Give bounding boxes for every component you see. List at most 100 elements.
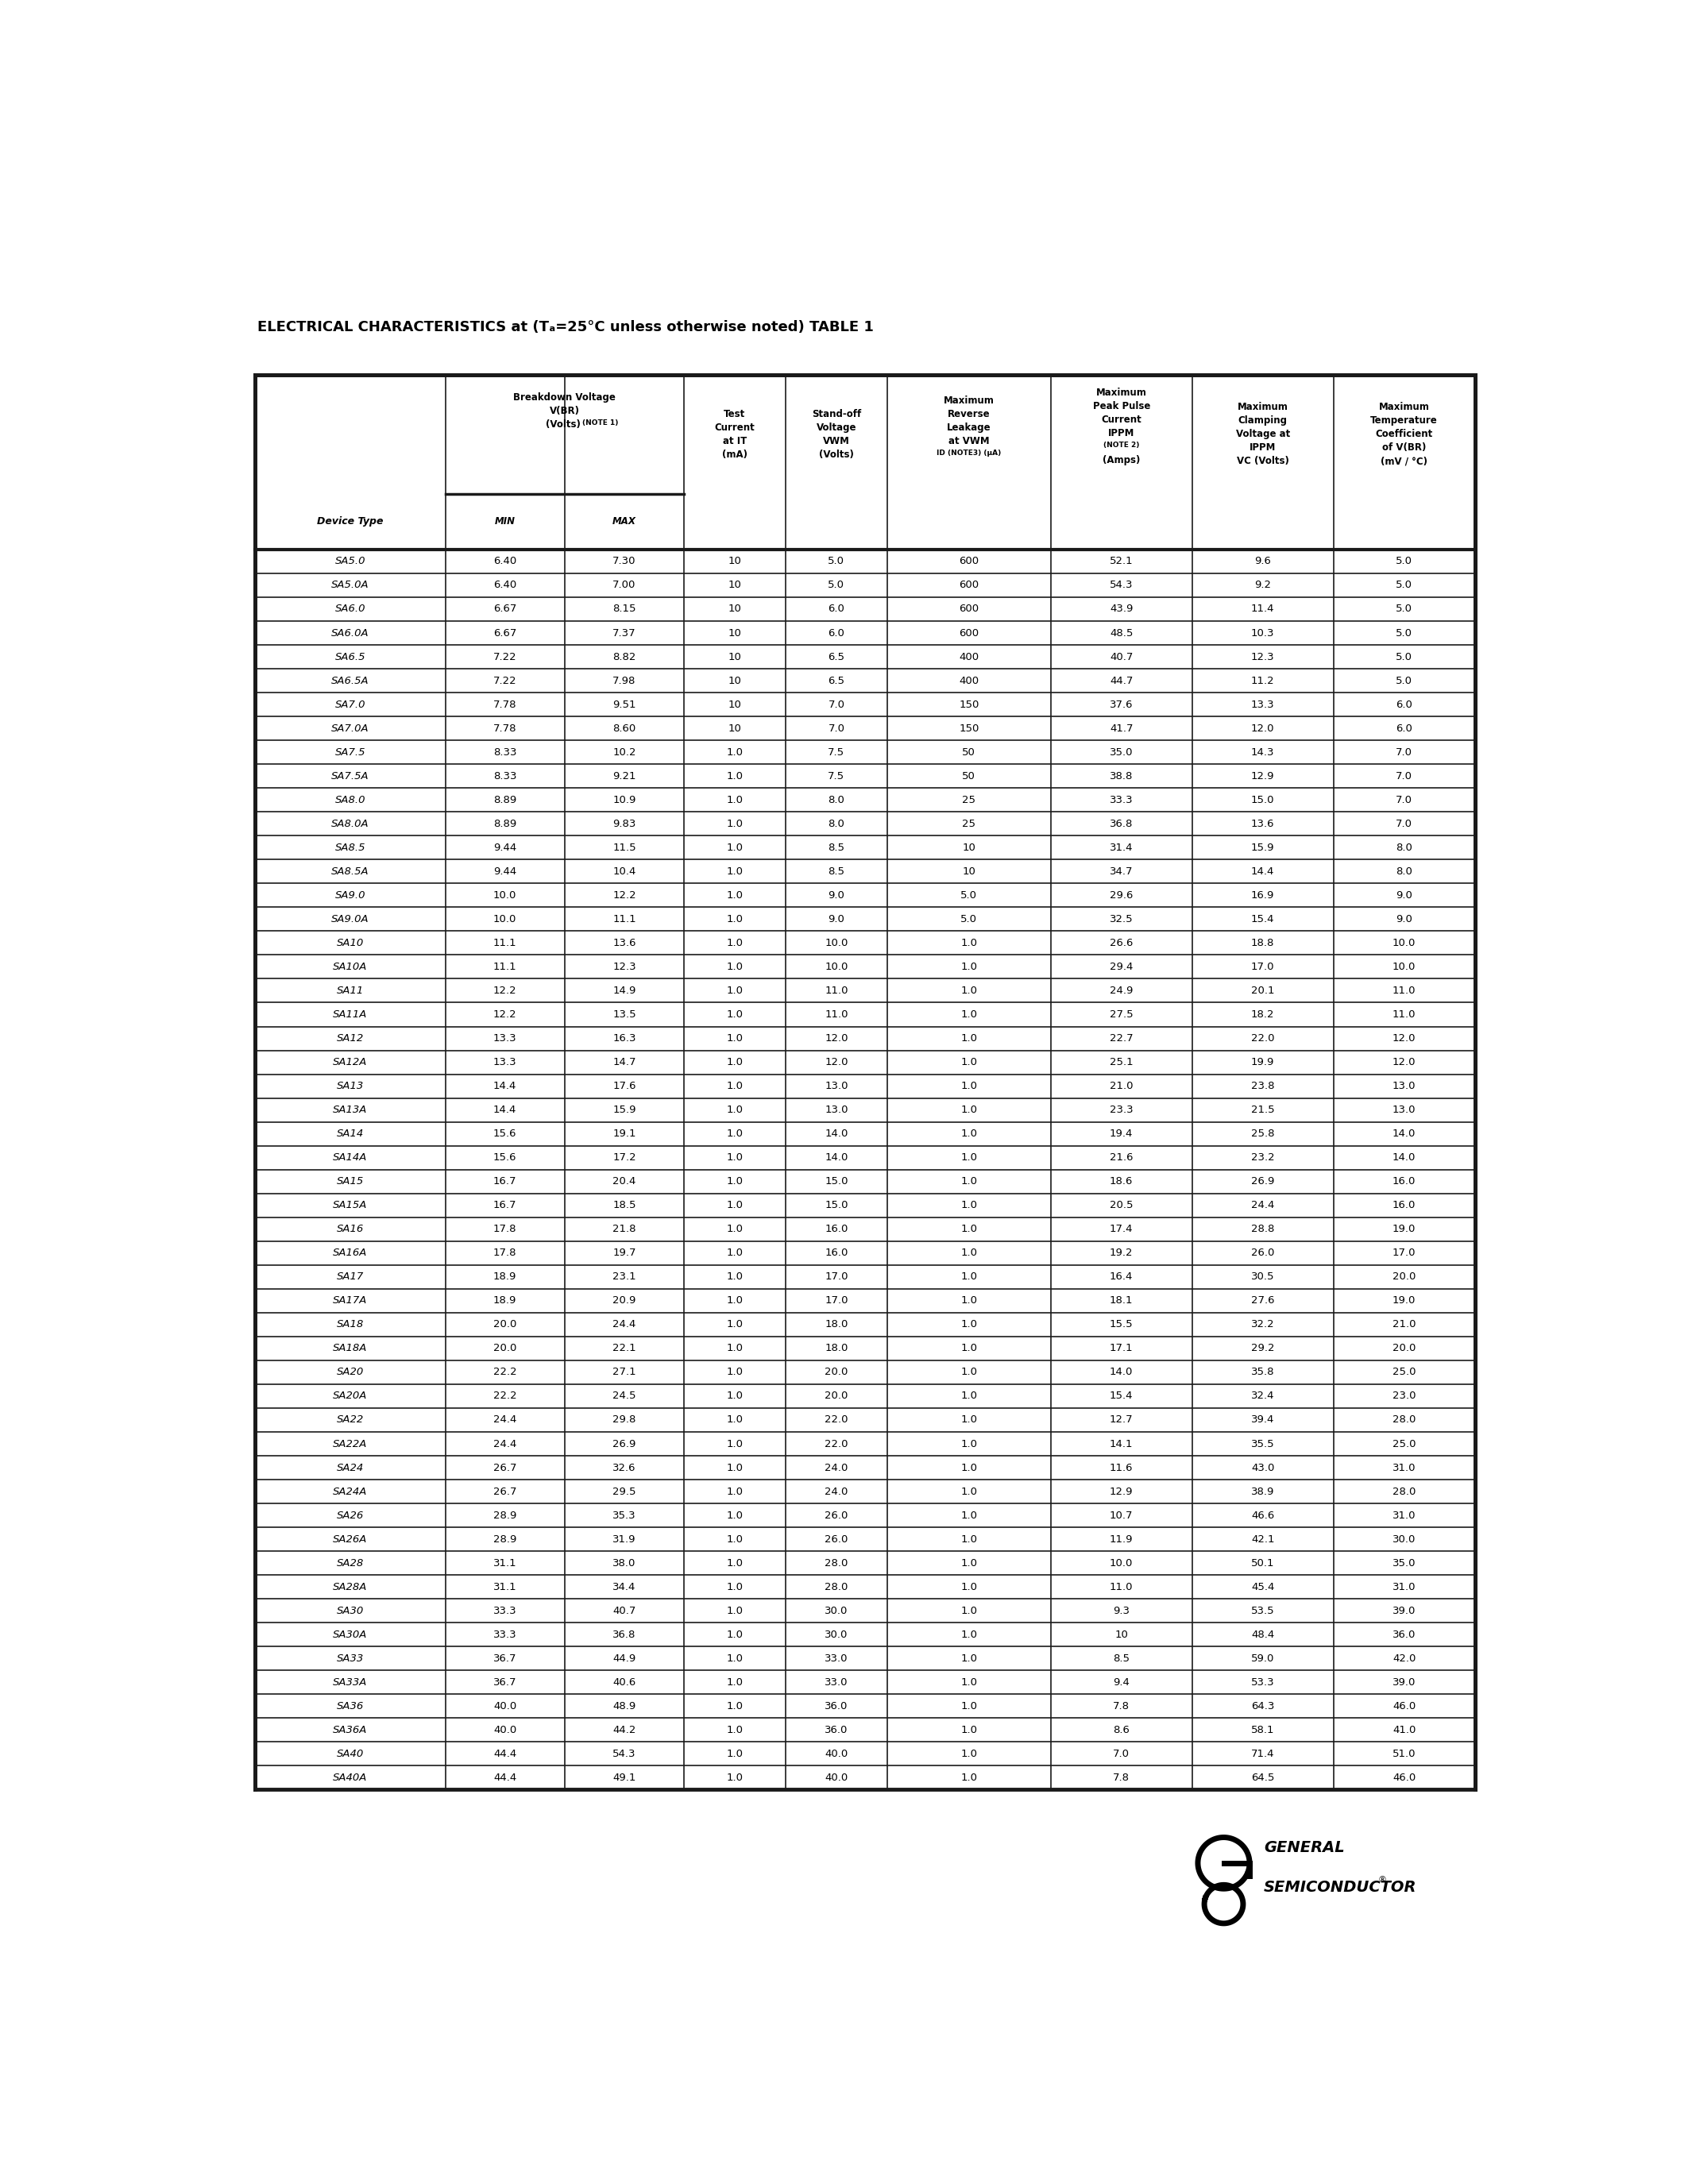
Text: 8.0: 8.0 (829, 819, 844, 830)
Text: Coefficient: Coefficient (1376, 428, 1433, 439)
Text: 33.3: 33.3 (493, 1605, 517, 1616)
Text: 26.7: 26.7 (493, 1463, 517, 1472)
Text: 35.3: 35.3 (613, 1509, 636, 1520)
Text: 15.6: 15.6 (493, 1129, 517, 1140)
Text: 15.6: 15.6 (493, 1153, 517, 1162)
Text: 1.0: 1.0 (726, 1677, 743, 1688)
Text: at VWM: at VWM (949, 437, 989, 446)
Text: 31.1: 31.1 (493, 1581, 517, 1592)
Text: 1.0: 1.0 (960, 1295, 977, 1306)
Text: 10: 10 (962, 867, 976, 876)
Text: 6.40: 6.40 (493, 581, 517, 590)
Text: 44.9: 44.9 (613, 1653, 636, 1664)
Text: 17.2: 17.2 (613, 1153, 636, 1162)
Text: 40.0: 40.0 (493, 1725, 517, 1736)
Text: 7.0: 7.0 (829, 723, 844, 734)
Text: 7.8: 7.8 (1112, 1701, 1129, 1712)
Text: 20.5: 20.5 (1109, 1201, 1133, 1210)
Text: 34.4: 34.4 (613, 1581, 636, 1592)
Text: 23.8: 23.8 (1251, 1081, 1274, 1092)
Text: 1.0: 1.0 (960, 937, 977, 948)
Text: 9.21: 9.21 (613, 771, 636, 782)
Text: IPPM: IPPM (1249, 443, 1276, 452)
Text: 19.0: 19.0 (1393, 1295, 1416, 1306)
Text: 38.8: 38.8 (1109, 771, 1133, 782)
Text: Peak Pulse: Peak Pulse (1092, 402, 1150, 411)
Text: 14.4: 14.4 (1251, 867, 1274, 876)
Text: 35.0: 35.0 (1393, 1557, 1416, 1568)
Text: 35.0: 35.0 (1109, 747, 1133, 758)
Text: 48.5: 48.5 (1109, 627, 1133, 638)
Text: MAX: MAX (613, 515, 636, 526)
Text: 14.0: 14.0 (1393, 1153, 1416, 1162)
Text: SA30: SA30 (336, 1605, 365, 1616)
Text: SA8.0: SA8.0 (334, 795, 366, 806)
Text: 43.9: 43.9 (1109, 605, 1133, 614)
Text: 20.0: 20.0 (493, 1319, 517, 1330)
Text: 13.6: 13.6 (1251, 819, 1274, 830)
Text: 10.0: 10.0 (1393, 937, 1416, 948)
Text: SA33A: SA33A (333, 1677, 368, 1688)
Text: 8.60: 8.60 (613, 723, 636, 734)
Text: 1.0: 1.0 (960, 1533, 977, 1544)
Text: 11.1: 11.1 (493, 937, 517, 948)
Text: 19.1: 19.1 (613, 1129, 636, 1140)
Text: 10.0: 10.0 (1109, 1557, 1133, 1568)
Text: 17.0: 17.0 (825, 1271, 847, 1282)
Text: 7.8: 7.8 (1112, 1773, 1129, 1782)
Text: 600: 600 (959, 581, 979, 590)
Text: 26.7: 26.7 (493, 1487, 517, 1496)
Text: 12.2: 12.2 (493, 1009, 517, 1020)
Text: ®: ® (1377, 1876, 1386, 1885)
Text: 40.0: 40.0 (825, 1773, 847, 1782)
Text: SA5.0A: SA5.0A (331, 581, 370, 590)
Text: 50.1: 50.1 (1251, 1557, 1274, 1568)
Text: SA12: SA12 (336, 1033, 365, 1044)
Text: 7.22: 7.22 (493, 651, 517, 662)
Text: 6.5: 6.5 (829, 651, 844, 662)
Text: 33.0: 33.0 (825, 1677, 847, 1688)
Text: 35.8: 35.8 (1251, 1367, 1274, 1378)
Text: 44.7: 44.7 (1109, 675, 1133, 686)
Text: 15.0: 15.0 (1251, 795, 1274, 806)
Text: 33.3: 33.3 (1109, 795, 1133, 806)
Text: 5.0: 5.0 (829, 557, 844, 566)
Text: SA28A: SA28A (333, 1581, 368, 1592)
Text: 5.0: 5.0 (829, 581, 844, 590)
Text: 9.4: 9.4 (1112, 1677, 1129, 1688)
Text: 17.8: 17.8 (493, 1223, 517, 1234)
Text: 40.7: 40.7 (613, 1605, 636, 1616)
Text: 10.9: 10.9 (613, 795, 636, 806)
Text: 7.0: 7.0 (1112, 1749, 1129, 1758)
Text: 13.3: 13.3 (1251, 699, 1274, 710)
Text: 9.0: 9.0 (829, 913, 844, 924)
Text: SA17: SA17 (336, 1271, 365, 1282)
Text: 6.0: 6.0 (1396, 723, 1413, 734)
Text: 7.5: 7.5 (829, 747, 844, 758)
Text: 1.0: 1.0 (726, 843, 743, 852)
Text: 1.0: 1.0 (726, 1201, 743, 1210)
Text: 1.0: 1.0 (726, 1033, 743, 1044)
Text: 5.0: 5.0 (1396, 581, 1413, 590)
Text: 8.5: 8.5 (829, 843, 844, 852)
Text: 19.0: 19.0 (1393, 1223, 1416, 1234)
Text: 38.9: 38.9 (1251, 1487, 1274, 1496)
Text: 40.6: 40.6 (613, 1677, 636, 1688)
Text: 23.1: 23.1 (613, 1271, 636, 1282)
Text: Leakage: Leakage (947, 422, 991, 432)
Text: 45.4: 45.4 (1251, 1581, 1274, 1592)
Text: 16.0: 16.0 (1393, 1177, 1416, 1186)
Text: SA6.0: SA6.0 (334, 605, 366, 614)
Text: 14.0: 14.0 (825, 1129, 847, 1140)
Text: 6.67: 6.67 (493, 605, 517, 614)
Text: SA6.5A: SA6.5A (331, 675, 370, 686)
Text: Current: Current (1101, 415, 1141, 424)
Text: 25.8: 25.8 (1251, 1129, 1274, 1140)
Text: 21.0: 21.0 (1393, 1319, 1416, 1330)
Text: 1.0: 1.0 (726, 985, 743, 996)
Text: 20.9: 20.9 (613, 1295, 636, 1306)
Text: SA9.0: SA9.0 (334, 891, 366, 900)
Text: SA14A: SA14A (333, 1153, 368, 1162)
Text: 22.1: 22.1 (613, 1343, 636, 1354)
Text: 13.3: 13.3 (493, 1057, 517, 1068)
